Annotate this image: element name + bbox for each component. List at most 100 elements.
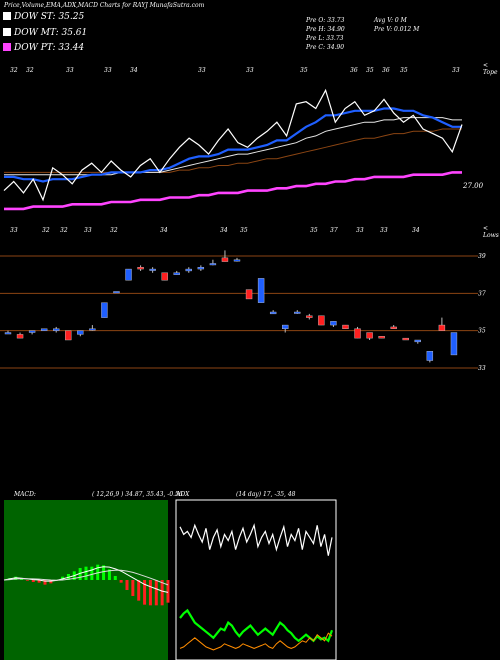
adx-plus-di-line (179, 608, 334, 643)
bear-candle (366, 332, 373, 339)
last-price-label: 27.00 (463, 182, 484, 190)
legend-dow-st: DOW ST: 35.25 (3, 12, 84, 22)
info-prev-volume: Pre V: 0.012 M (374, 26, 420, 33)
upper-label: < Tope (483, 62, 498, 76)
bull-candle (426, 351, 434, 361)
bottom-tick-label: 32 (42, 227, 50, 234)
macd-params: ( 12,26,9 ) 34.87, 35.43, -0.56 (92, 491, 183, 498)
bear-candle (245, 289, 253, 300)
y-tick-label: 33 (478, 365, 486, 372)
bear-candle (390, 326, 397, 329)
bull-candle (209, 263, 217, 266)
legend-label: DOW MT: 35.61 (14, 28, 88, 38)
legend-swatch-white (3, 28, 11, 36)
bottom-tick-label: 34 (220, 227, 228, 234)
legend-dow-mt: DOW MT: 35.61 (3, 28, 87, 38)
bull-candle (77, 330, 84, 335)
ema-mid-line (4, 117, 462, 176)
bottom-tick-label: 32 (60, 227, 68, 234)
bear-candle (354, 328, 361, 339)
bottom-tick-label: 37 (330, 227, 338, 234)
bull-candle (89, 328, 96, 331)
bull-candle (257, 278, 265, 303)
top-tick-label: 35 (300, 67, 308, 74)
price-line (3, 88, 463, 202)
bull-candle (269, 311, 277, 315)
bull-candle (53, 328, 60, 331)
top-tick-label: 36 (382, 67, 390, 74)
legend-swatch-pink (3, 43, 11, 51)
bear-candle (221, 257, 229, 262)
price-ema-panel: 32 32 33 33 34 33 33 35 36 35 36 35 33 33 32 32 33 32 34 34… (3, 67, 463, 234)
info-prev-close: Pre C: 34.90 (306, 44, 345, 51)
ema-fast-line (4, 107, 462, 183)
chart-title: Price,Volume,EMA,ADX,MACD Charts for RAY… (4, 2, 205, 9)
bull-candle (28, 330, 36, 333)
adx-label: ADX (176, 491, 190, 498)
bull-candle (4, 332, 12, 335)
bear-candle (378, 336, 385, 339)
top-tick-label: 33 (246, 67, 254, 74)
bottom-tick-label: 33 (84, 227, 92, 234)
bull-candle (149, 268, 156, 271)
top-tick-label: 32 (26, 67, 34, 74)
bull-candle (101, 302, 108, 318)
bear-candle (342, 324, 349, 330)
y-tick-label: 37 (478, 290, 486, 297)
macd-panel (3, 500, 170, 660)
info-prev-low: Pre L: 33.73 (306, 35, 344, 42)
bottom-tick-label: 32 (110, 227, 118, 234)
bottom-tick-label: 33 (10, 227, 18, 234)
y-tick-label: 39 (478, 253, 486, 260)
bull-candle (330, 321, 337, 326)
bear-candle (161, 272, 168, 281)
bull-candle (282, 324, 289, 330)
bear-candle (16, 334, 24, 339)
bear-candle (318, 315, 325, 326)
top-tick-label: 35 (400, 67, 408, 74)
adx-params: (14 day) 17, -35, 48 (236, 491, 296, 498)
top-tick-label: 32 (10, 67, 18, 74)
bear-candle (306, 315, 313, 318)
legend-label: DOW ST: 35.25 (14, 12, 85, 22)
top-tick-label: 36 (350, 67, 358, 74)
top-tick-label: 34 (130, 67, 138, 74)
bottom-tick-label: 33 (380, 227, 388, 234)
top-tick-label: 33 (452, 67, 460, 74)
bull-candle (294, 311, 301, 314)
bull-candle (450, 332, 458, 356)
legend-dow-pt: DOW PT: 33.44 (3, 43, 84, 53)
bear-candle (137, 267, 144, 270)
legend-label: DOW PT: 33.44 (14, 43, 85, 53)
bear-candle (402, 337, 409, 341)
top-tick-label: 33 (104, 67, 112, 74)
macd-line (3, 566, 169, 593)
legend-swatch-white (3, 12, 11, 20)
top-tick-label: 33 (198, 67, 206, 74)
adx-panel (175, 499, 337, 660)
bull-candle (125, 268, 132, 281)
bottom-tick-label: 34 (412, 227, 420, 234)
info-prev-open: Pre O: 33.73 (306, 17, 345, 24)
adx-line (179, 523, 333, 556)
y-tick-label: 35 (478, 328, 486, 335)
bear-candle (65, 330, 72, 341)
top-tick-label: 33 (66, 67, 74, 74)
macd-signal-line (3, 569, 169, 586)
bull-candle (414, 339, 421, 343)
candles-panel: 39 37 35 33 (0, 250, 486, 372)
macd-label: MACD: (14, 491, 36, 498)
bottom-tick-label: 34 (160, 227, 168, 234)
bottom-tick-label: 33 (356, 227, 364, 234)
bull-candle (185, 268, 192, 272)
lower-label: < Lows (483, 225, 499, 239)
info-avg-volume: Avg V: 0 M (374, 17, 407, 24)
bull-candle (233, 259, 241, 262)
ema-long-line (4, 171, 462, 211)
bear-candle (438, 324, 446, 331)
adx-minus-di-line (179, 632, 333, 651)
bottom-tick-label: 35 (240, 227, 248, 234)
adx-frame (175, 499, 337, 660)
bottom-tick-label: 35 (310, 227, 318, 234)
